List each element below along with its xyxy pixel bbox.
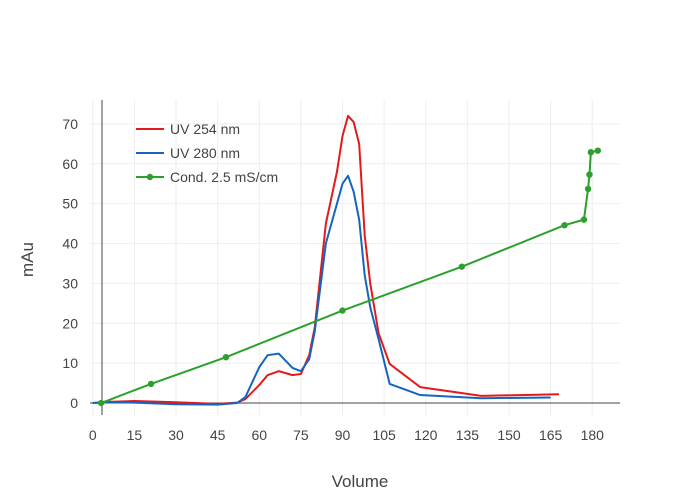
y-tick-label: 20	[62, 315, 78, 331]
x-tick-label: 0	[89, 427, 97, 443]
y-tick-label: 50	[62, 196, 78, 212]
x-tick-label: 180	[581, 427, 605, 443]
series-line	[92, 174, 551, 406]
data-point	[97, 399, 105, 407]
data-point	[594, 147, 602, 154]
x-tick-label: 75	[293, 427, 309, 443]
data-point	[586, 171, 593, 178]
data-point	[584, 185, 592, 193]
x-tick-label: 150	[497, 427, 521, 443]
legend-item[interactable]: UV 280 nm	[136, 145, 240, 161]
data-point	[561, 222, 568, 229]
legend-item[interactable]: UV 254 nm	[136, 121, 240, 137]
x-tick-label: 45	[210, 427, 226, 443]
legend-label: UV 280 nm	[170, 145, 240, 161]
x-tick-label: 165	[539, 427, 563, 443]
x-tick-label: 120	[414, 427, 438, 443]
legend-item[interactable]: Cond. 2.5 mS/cm	[136, 169, 278, 185]
series-0	[92, 114, 559, 405]
x-tick-label: 135	[456, 427, 480, 443]
data-point	[587, 149, 595, 156]
x-tick-label: 60	[251, 427, 267, 443]
legend[interactable]: UV 254 nm UV 280 nm Cond. 2.5 mS/cm	[136, 121, 278, 185]
series-2	[97, 147, 602, 407]
y-tick-label: 40	[62, 236, 78, 252]
y-axis-title: mAu	[18, 242, 37, 277]
y-tick-label: 60	[62, 156, 78, 172]
y-tick-label: 70	[62, 116, 78, 132]
legend-label: UV 254 nm	[170, 121, 240, 137]
x-axis-title: Volume	[332, 472, 389, 491]
series-group	[92, 114, 602, 407]
data-point	[147, 380, 155, 388]
series-1	[92, 174, 551, 406]
legend-label: Cond. 2.5 mS/cm	[170, 169, 278, 185]
series-line	[92, 114, 559, 405]
x-tick-label: 90	[335, 427, 351, 443]
data-point	[580, 216, 588, 223]
y-tick-label: 10	[62, 355, 78, 371]
y-tick-label: 30	[62, 275, 78, 291]
x-tick-label: 105	[372, 427, 396, 443]
data-point	[339, 307, 346, 314]
x-tick-label: 15	[127, 427, 143, 443]
data-point	[222, 353, 230, 361]
x-tick-label: 30	[168, 427, 184, 443]
legend-marker	[146, 173, 154, 181]
y-tick-label: 0	[70, 395, 78, 411]
data-point	[458, 263, 466, 270]
axes: 0 15 30 45 60 75 90 105 120 135 150 165 180 0 10 20 30 40…	[62, 100, 620, 443]
